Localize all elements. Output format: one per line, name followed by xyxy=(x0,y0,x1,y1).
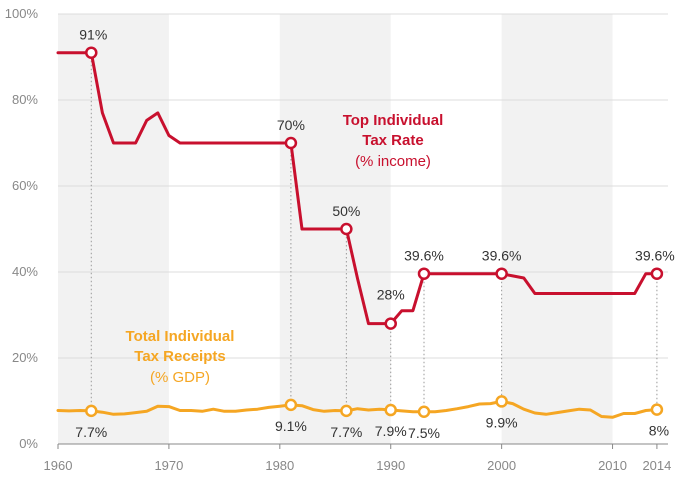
data-point-marker xyxy=(384,317,397,330)
data-labels: 91% 70% 50% 28% 39.6% 39.6% 39.6% 7.7% 9.1% 7.7% 7… xyxy=(75,27,674,441)
data-point-marker xyxy=(417,267,431,280)
series-line-receipts xyxy=(56,399,659,419)
drop-lines xyxy=(90,52,658,412)
data-label: 7.9% xyxy=(375,423,407,439)
data-label: 9.1% xyxy=(275,418,307,434)
data-markers xyxy=(85,46,664,418)
x-tick-label: 2010 xyxy=(598,458,627,473)
data-label: 9.9% xyxy=(486,414,518,430)
series-line-top_rate xyxy=(56,51,659,326)
data-label: 7.7% xyxy=(75,424,107,440)
y-tick-label: 80% xyxy=(12,92,38,107)
data-point-marker xyxy=(85,404,98,418)
data-point-marker xyxy=(340,404,353,418)
legend-top-rate-title-1: Top Individual xyxy=(343,112,444,129)
data-label: 39.6% xyxy=(635,248,675,264)
legend-top-rate-subtitle: (% income) xyxy=(355,153,431,170)
legend-top-rate: Top Individual Tax Rate (% income) xyxy=(343,112,444,170)
data-label: 39.6% xyxy=(482,248,522,264)
data-label: 91% xyxy=(79,27,107,43)
data-label: 70% xyxy=(277,117,305,133)
y-tick-label: 40% xyxy=(12,264,38,279)
legend-receipts: Total Individual Tax Receipts (% GDP) xyxy=(126,328,235,386)
legend-receipts-subtitle: (% GDP) xyxy=(150,369,210,386)
gridlines xyxy=(58,13,668,359)
data-point-marker xyxy=(417,405,431,418)
data-point-marker xyxy=(284,398,298,412)
x-tick-label: 1970 xyxy=(154,458,183,473)
data-point-marker xyxy=(284,136,298,150)
data-point-marker xyxy=(495,267,508,280)
data-label: 28% xyxy=(377,287,405,303)
data-point-marker xyxy=(650,267,664,280)
data-label: 7.5% xyxy=(408,425,440,441)
y-tick-label: 100% xyxy=(5,6,39,21)
series-lines xyxy=(56,51,659,419)
x-tick-label: 2000 xyxy=(487,458,516,473)
y-tick-label: 60% xyxy=(12,178,38,193)
data-point-marker xyxy=(650,403,664,416)
legend-receipts-title-2: Tax Receipts xyxy=(134,348,225,365)
data-label: 50% xyxy=(332,203,360,219)
y-axis-tick-labels: 0% 20% 40% 60% 80% 100% xyxy=(5,6,39,451)
x-tick-label: 2014 xyxy=(642,458,671,473)
data-label: 39.6% xyxy=(404,248,444,264)
legend-receipts-title-1: Total Individual xyxy=(126,328,235,345)
x-tick-label: 1960 xyxy=(44,458,73,473)
y-tick-label: 20% xyxy=(12,350,38,365)
data-point-marker xyxy=(384,403,397,417)
x-axis: 1960 1970 1980 1990 2000 2010 2014 xyxy=(44,443,671,473)
data-point-marker xyxy=(340,222,353,236)
data-point-marker xyxy=(85,46,98,59)
x-tick-label: 1990 xyxy=(376,458,405,473)
legend-top-rate-title-2: Tax Rate xyxy=(362,132,423,149)
data-point-marker xyxy=(495,395,508,408)
background-band-2 xyxy=(501,14,613,444)
x-tick-label: 1980 xyxy=(265,458,294,473)
data-label: 7.7% xyxy=(330,424,362,440)
y-tick-label: 0% xyxy=(19,436,38,451)
background-band-0 xyxy=(58,14,169,444)
data-label: 8% xyxy=(649,423,669,439)
